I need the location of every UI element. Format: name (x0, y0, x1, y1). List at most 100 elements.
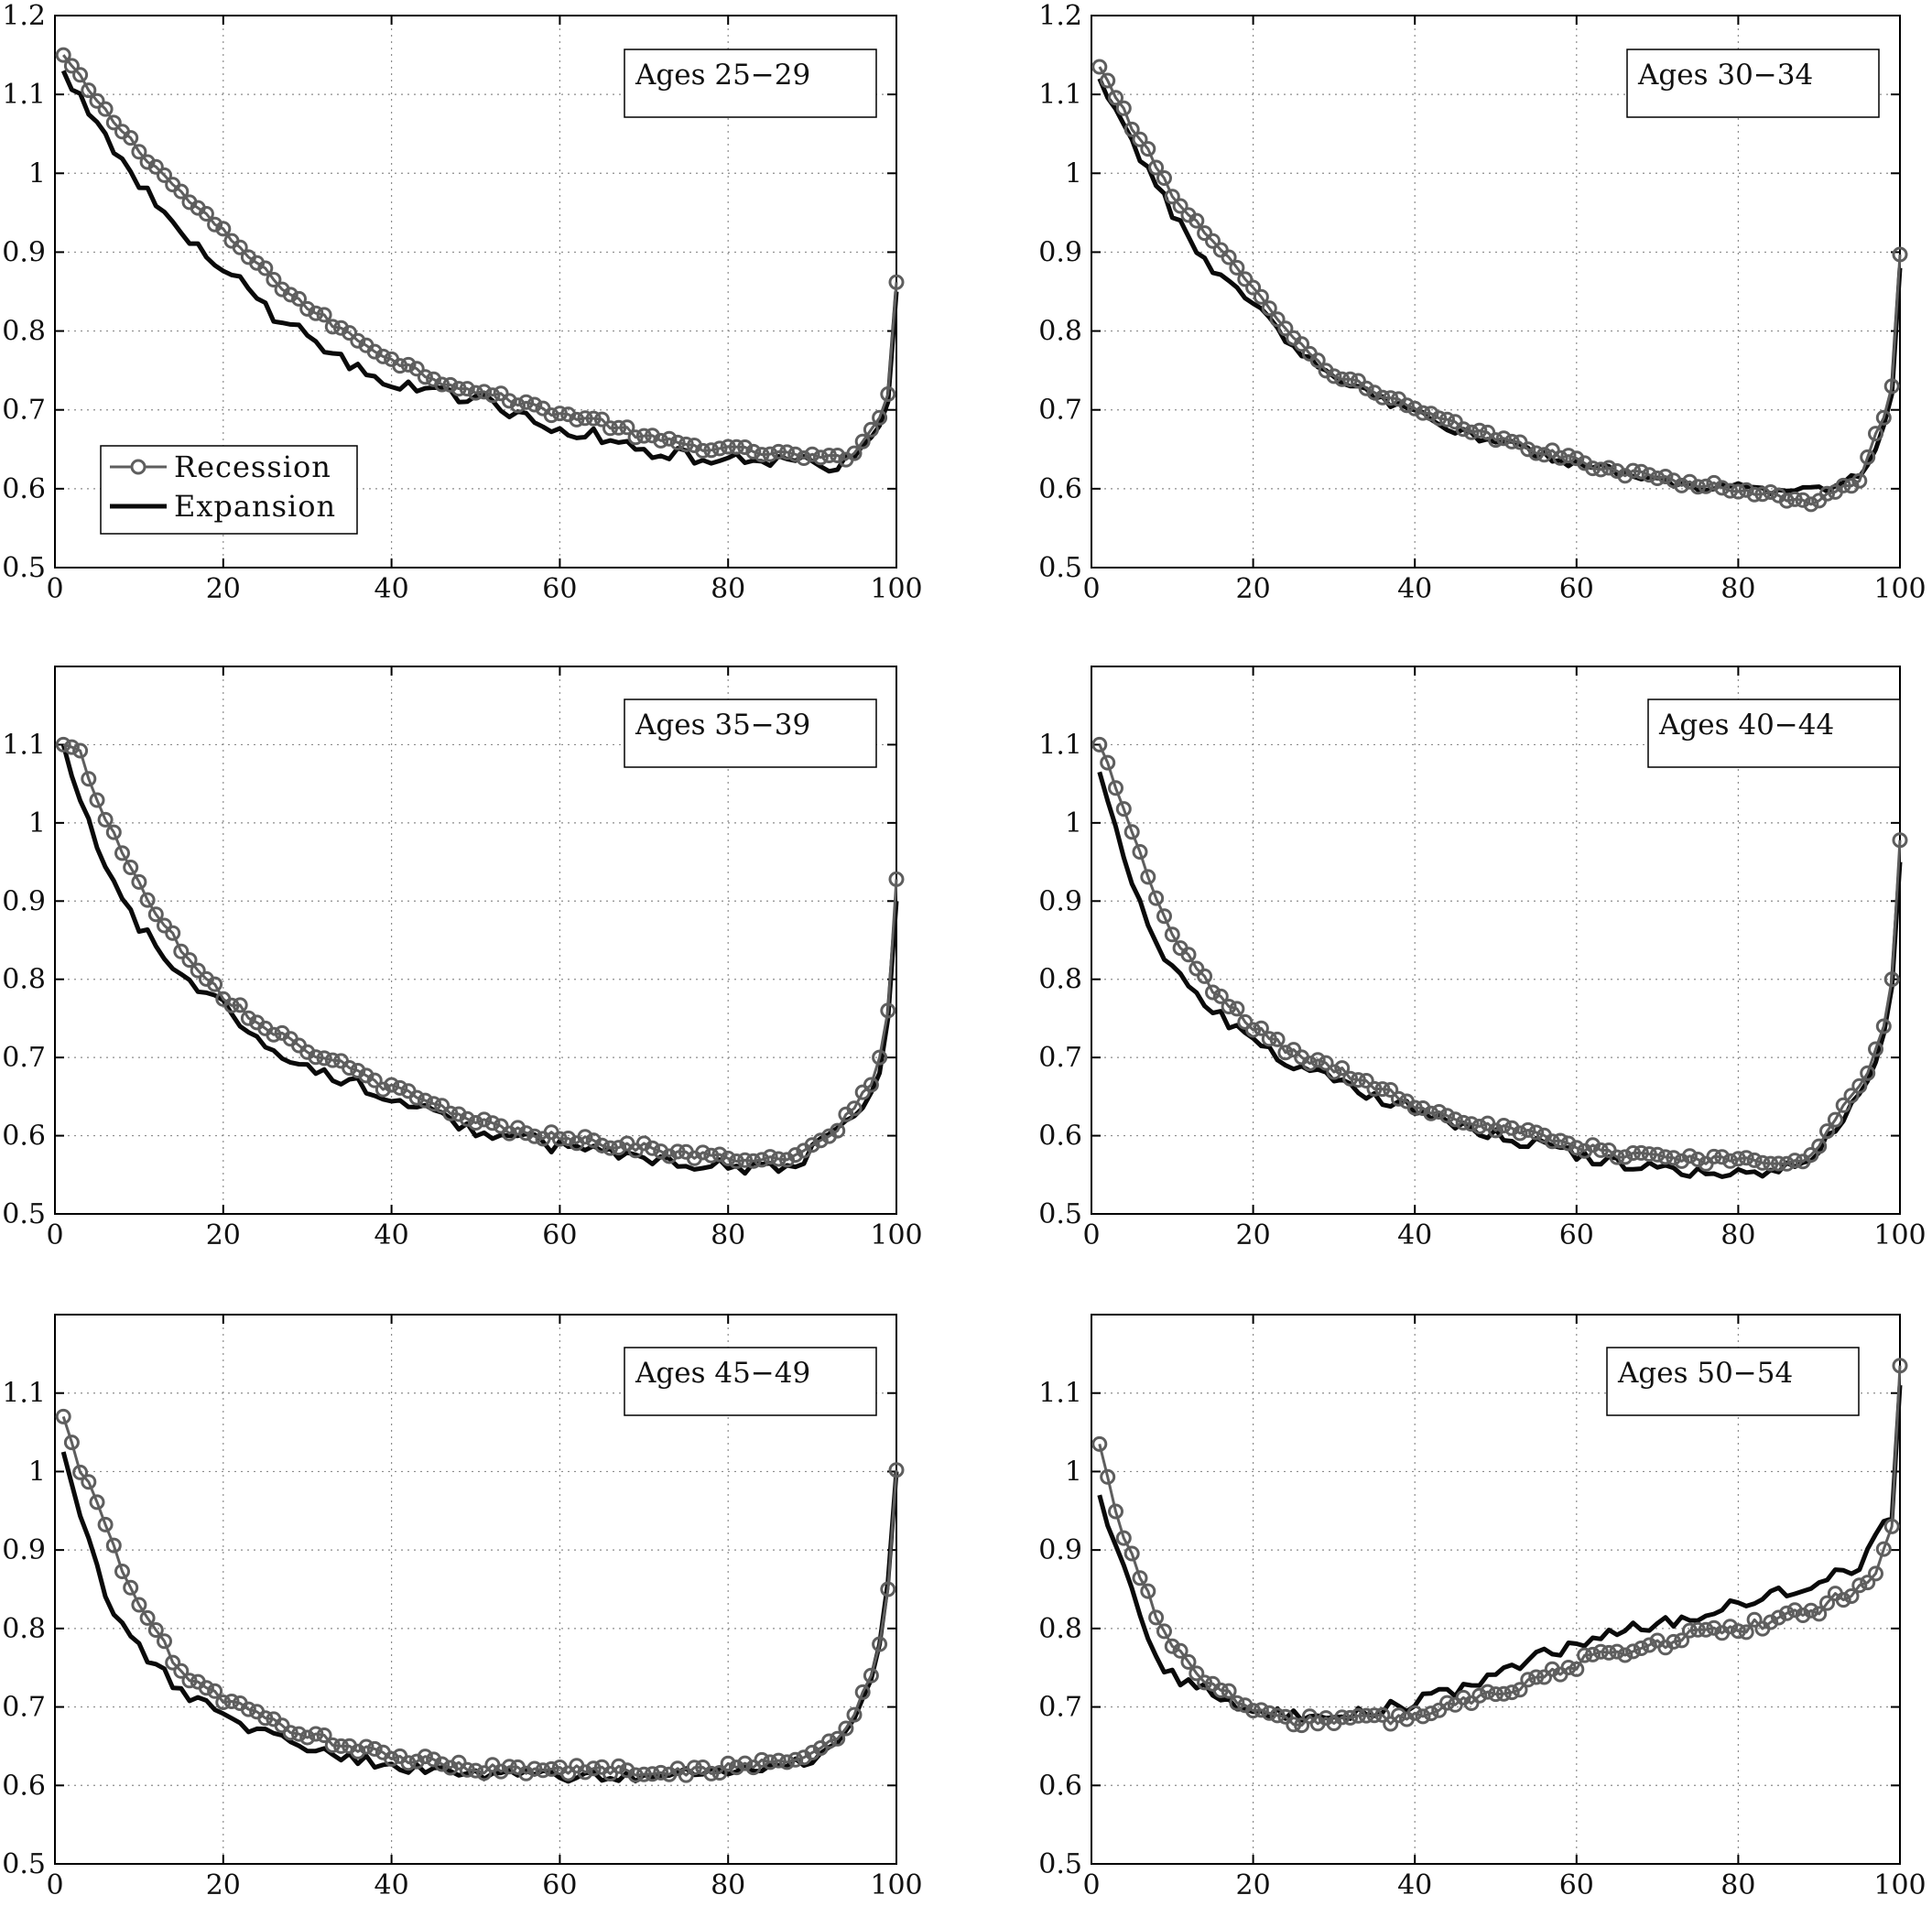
recession-point (1261, 300, 1277, 317)
recession-point (1657, 1149, 1674, 1165)
recession-point (1786, 491, 1803, 507)
recession-point (1868, 1565, 1883, 1582)
x-tick-label: 100 (870, 573, 922, 605)
recession-point (1091, 736, 1108, 753)
recession-point (1778, 1155, 1795, 1172)
recession-point (1334, 1709, 1351, 1726)
y-tick-label: 0.9 (2, 236, 46, 268)
recession-point (635, 428, 652, 444)
recession-point (1123, 824, 1140, 840)
recession-point (1544, 442, 1560, 459)
recession-point (1868, 1041, 1883, 1057)
y-tick-label: 1 (1065, 1456, 1082, 1488)
recession-point (123, 860, 139, 875)
x-tick-label: 60 (1559, 1219, 1594, 1251)
recession-point (703, 1765, 720, 1781)
x-tick-label: 0 (46, 1869, 63, 1901)
recession-point (577, 1129, 593, 1145)
recession-point (72, 67, 89, 83)
recession-point (1666, 1633, 1682, 1650)
recession-point (1221, 249, 1237, 265)
recession-point (89, 92, 105, 109)
recession-point (779, 444, 795, 460)
recession-point (114, 1564, 130, 1579)
recession-point (1334, 1060, 1351, 1077)
recession-point (1172, 1642, 1189, 1659)
x-tick-label: 0 (46, 1219, 63, 1251)
recession-point (1423, 1105, 1439, 1121)
recession-point (703, 1147, 720, 1164)
recession-point (1261, 1031, 1277, 1047)
recession-point (518, 394, 535, 410)
recession-point (1552, 449, 1568, 466)
recession-point (1803, 1147, 1819, 1163)
recession-point (173, 1662, 190, 1679)
recession-point (501, 1759, 517, 1775)
recession-point (1843, 1088, 1860, 1104)
recession-point (1091, 1435, 1108, 1452)
recession-point (1657, 469, 1674, 484)
recession-point (728, 1153, 744, 1169)
recession-point (1205, 233, 1221, 249)
recession-point (1860, 1065, 1876, 1081)
recession-point (821, 1733, 837, 1749)
recession-point (1771, 1155, 1786, 1172)
y-tick-label: 0.7 (1038, 1692, 1082, 1724)
recession-point (551, 406, 568, 422)
recession-point (1706, 1148, 1722, 1164)
x-tick-label: 0 (1082, 573, 1100, 605)
chart-panel-4: 0 20 40 60 80 100 0.5 0.6 0.7 0.8 0.9 1 1.1 Ages 40−4… (1038, 666, 1927, 1251)
recession-point (333, 1738, 349, 1754)
recession-point (207, 216, 223, 233)
recession-point (1253, 288, 1269, 305)
recession-point (240, 1010, 256, 1026)
panel-label: Ages 50−54 (1617, 1357, 1793, 1390)
recession-point (1269, 1031, 1286, 1047)
recession-point (1722, 482, 1739, 499)
recession-point (131, 1597, 147, 1613)
recession-point (1860, 449, 1876, 465)
recession-point (366, 1740, 383, 1757)
recession-point (645, 1140, 660, 1156)
recession-point (1301, 1056, 1318, 1072)
recession-point (770, 1151, 787, 1167)
recession-point (711, 440, 728, 457)
recession-point (1763, 484, 1779, 500)
recession-point (1277, 320, 1294, 337)
recession-point (459, 1110, 475, 1127)
recession-point (1528, 1669, 1545, 1685)
x-tick-label: 20 (1236, 1869, 1271, 1901)
recession-point (1463, 424, 1480, 440)
recession-point (1819, 1123, 1835, 1140)
recession-point (1439, 1108, 1455, 1124)
recession-series-line (1098, 66, 1902, 506)
recession-point (1851, 472, 1868, 489)
recession-point (215, 221, 232, 237)
recession-point (888, 274, 905, 290)
recession-series-line (1098, 743, 1902, 1165)
recession-point (266, 272, 282, 287)
x-tick-label: 0 (46, 573, 63, 605)
recession-point (1786, 1153, 1803, 1169)
recession-point (131, 873, 147, 890)
recession-point (1625, 1145, 1642, 1161)
recession-point (854, 1684, 871, 1700)
recession-point (1229, 1001, 1245, 1017)
legend: Recession Expansion (100, 445, 358, 535)
recession-point (1875, 1018, 1892, 1034)
recession-point (1269, 1707, 1286, 1724)
y-tick-label: 0.5 (1038, 1848, 1082, 1880)
recession-point (645, 1766, 660, 1782)
recession-point (1221, 999, 1237, 1014)
legend-expansion-label: Expansion (174, 489, 336, 524)
recession-point (1221, 1683, 1237, 1699)
recession-point (1391, 1707, 1406, 1724)
y-tick-label: 0.6 (1038, 1121, 1082, 1153)
recession-point (804, 1744, 820, 1760)
y-tick-label: 0.6 (1038, 473, 1082, 505)
recession-point (1560, 1135, 1577, 1152)
recession-point (1714, 480, 1731, 496)
recession-point (1374, 389, 1391, 406)
recession-point (619, 419, 635, 436)
panel-label-box (1626, 49, 1880, 118)
